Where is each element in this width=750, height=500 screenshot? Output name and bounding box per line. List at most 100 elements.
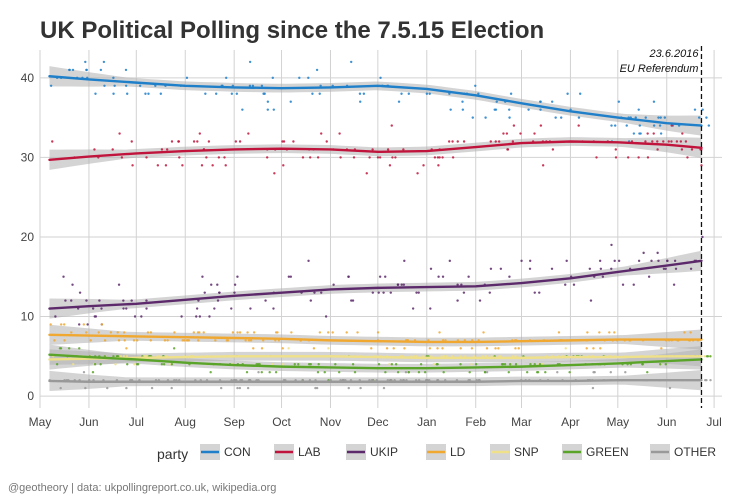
poll-point-lab [462, 140, 466, 143]
poll-point-ukip [85, 299, 88, 302]
poll-point-green [351, 363, 355, 366]
poll-point-ukip [689, 267, 693, 270]
poll-point-lab [652, 132, 655, 135]
poll-point-lab [238, 140, 242, 143]
x-tick-label: May [29, 415, 52, 429]
poll-point-green [78, 347, 81, 350]
poll-point-ukip [589, 299, 593, 302]
poll-point-ld [441, 347, 444, 350]
poll-point-green [91, 371, 95, 374]
poll-point-con [185, 76, 189, 80]
poll-point-lab [170, 140, 174, 143]
poll-point-con [99, 68, 103, 72]
poll-point-lab [156, 164, 160, 167]
y-tick-label: 10 [21, 310, 35, 324]
poll-point-lab [686, 156, 689, 159]
line-snp [48, 355, 703, 361]
poll-point-other [82, 371, 86, 374]
poll-point-ukip [347, 275, 350, 278]
poll-point-con [103, 84, 106, 88]
poll-point-ukip [180, 315, 183, 318]
poll-point-ld [146, 331, 150, 334]
poll-point-ld [122, 331, 126, 334]
x-tick-label: Apr [561, 415, 580, 429]
poll-point-ukip [437, 275, 440, 278]
poll-point-ld [689, 331, 692, 334]
poll-point-ukip [236, 275, 239, 278]
poll-point-green [659, 363, 662, 366]
x-tick-label: May [606, 415, 629, 429]
poll-point-ukip [448, 259, 452, 263]
poll-point-ld [196, 331, 200, 334]
poll-point-ld [470, 347, 474, 350]
poll-point-lab [281, 140, 284, 143]
poll-point-lab [196, 140, 199, 143]
poll-point-ld [376, 331, 380, 334]
poll-point-other [125, 386, 128, 390]
poll-point-green [135, 363, 139, 366]
poll-point-green [274, 371, 278, 374]
poll-point-ukip [233, 291, 236, 294]
y-tick-label: 20 [21, 230, 35, 244]
poll-point-ukip [195, 307, 199, 310]
poll-point-lab [502, 132, 505, 135]
poll-point-green [533, 363, 536, 366]
poll-point-green [390, 363, 394, 366]
poll-point-lab [365, 172, 368, 175]
poll-point-con [154, 84, 157, 88]
poll-point-con [112, 76, 115, 80]
poll-point-green [260, 371, 263, 374]
poll-point-lab [308, 156, 312, 159]
poll-point-lab [541, 164, 545, 167]
poll-point-green [297, 363, 300, 366]
poll-point-lab [451, 156, 455, 159]
poll-point-con [262, 92, 265, 95]
poll-point-other [219, 386, 223, 390]
poll-point-ld [163, 339, 167, 342]
poll-point-ld [356, 331, 359, 334]
line-green [48, 353, 703, 370]
poll-point-con [260, 84, 264, 88]
poll-point-ukip [122, 299, 125, 302]
poll-point-con [428, 92, 431, 95]
y-axis-ticks: 0 10 20 30 40 [21, 71, 35, 403]
poll-point-lab [646, 132, 649, 135]
poll-point-ukip [100, 307, 103, 310]
x-tick-label: Nov [320, 415, 341, 429]
poll-point-lab [325, 140, 328, 143]
poll-point-lab [433, 156, 437, 159]
poll-point-con [471, 116, 474, 119]
poll-point-other [705, 378, 708, 382]
poll-point-ld [231, 331, 235, 334]
poll-point-lab [402, 148, 405, 151]
poll-point-ld [683, 331, 686, 334]
poll-point-ukip [610, 243, 613, 247]
poll-point-ld [236, 331, 239, 334]
poll-point-ukip [415, 291, 418, 294]
poll-point-ukip [198, 315, 202, 318]
poll-point-other [236, 386, 239, 390]
poll-point-ukip [672, 283, 676, 286]
poll-point-ld [312, 347, 316, 350]
poll-point-con [566, 92, 569, 95]
chart-title: UK Political Polling since the 7.5.15 El… [40, 17, 544, 44]
poll-point-con [539, 100, 542, 103]
poll-point-ukip [70, 299, 73, 302]
poll-point-con [610, 124, 613, 127]
poll-point-ukip [313, 291, 316, 294]
poll-point-con [49, 84, 53, 88]
poll-point-lab [145, 156, 148, 159]
poll-point-ukip [371, 291, 375, 294]
poll-point-ukip [384, 275, 387, 278]
poll-point-ld [494, 347, 497, 350]
poll-point-con [289, 100, 292, 103]
trend-lines [48, 75, 703, 383]
poll-point-lab [200, 164, 204, 167]
poll-point-other [59, 386, 62, 390]
poll-point-lab [130, 140, 133, 143]
poll-point-lab [217, 156, 221, 159]
poll-point-ld [123, 339, 126, 342]
poll-point-lab [512, 124, 516, 127]
poll-point-ld [97, 331, 100, 334]
poll-point-ld [660, 347, 663, 350]
